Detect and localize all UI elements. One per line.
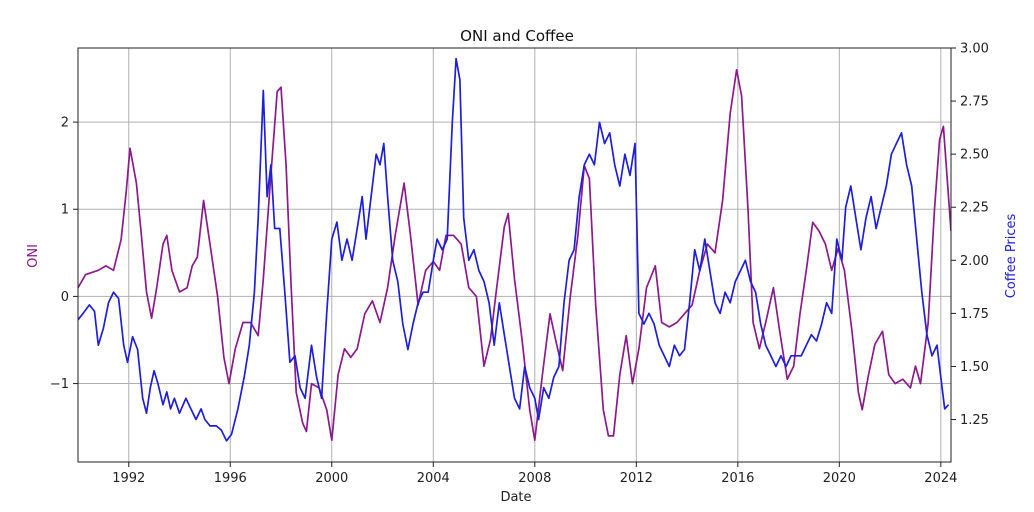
y-right-tick-label: 1.25	[960, 413, 989, 428]
y-left-tick-label: 0	[61, 290, 69, 305]
oni-series-line	[78, 68, 951, 442]
x-axis-title: Date	[500, 490, 531, 505]
y-right-tick-label: 2.00	[960, 254, 989, 269]
x-tick-label: 2024	[924, 471, 957, 486]
y-right-tick-label: 2.75	[960, 95, 989, 110]
x-tick-label: 2000	[315, 471, 348, 486]
y-axis-title-left: ONI	[26, 244, 41, 268]
y-right-tick-label: 3.00	[960, 42, 989, 57]
grid-lines	[78, 48, 951, 462]
x-tick-label: 2016	[721, 471, 754, 486]
series-lines	[78, 57, 951, 442]
coffee-series-line	[78, 57, 950, 442]
x-tick-label: 1992	[112, 471, 145, 486]
plot-frame	[77, 47, 952, 463]
x-tick-label: 2020	[823, 471, 856, 486]
x-tick-label: 1996	[214, 471, 247, 486]
x-tick-label: 2012	[620, 471, 653, 486]
y-left-tick-label: −1	[50, 377, 69, 392]
y-left-tick-label: 2	[61, 116, 69, 131]
x-tick-label: 2008	[518, 471, 551, 486]
y-left-tick-label: 1	[61, 203, 69, 218]
axis-ticks: 1992 1996 2000 2004 2008 2012 2016 2020 2024 −1 0 1…	[50, 42, 989, 487]
y-axis-title-right: Coffee Prices	[1004, 213, 1019, 298]
x-tick-label: 2004	[417, 471, 450, 486]
y-right-tick-label: 2.25	[960, 201, 989, 216]
y-right-tick-label: 1.50	[960, 360, 989, 375]
chart-title: ONI and Coffee	[460, 27, 574, 45]
y-right-tick-label: 1.75	[960, 307, 989, 322]
y-right-tick-label: 2.50	[960, 148, 989, 163]
